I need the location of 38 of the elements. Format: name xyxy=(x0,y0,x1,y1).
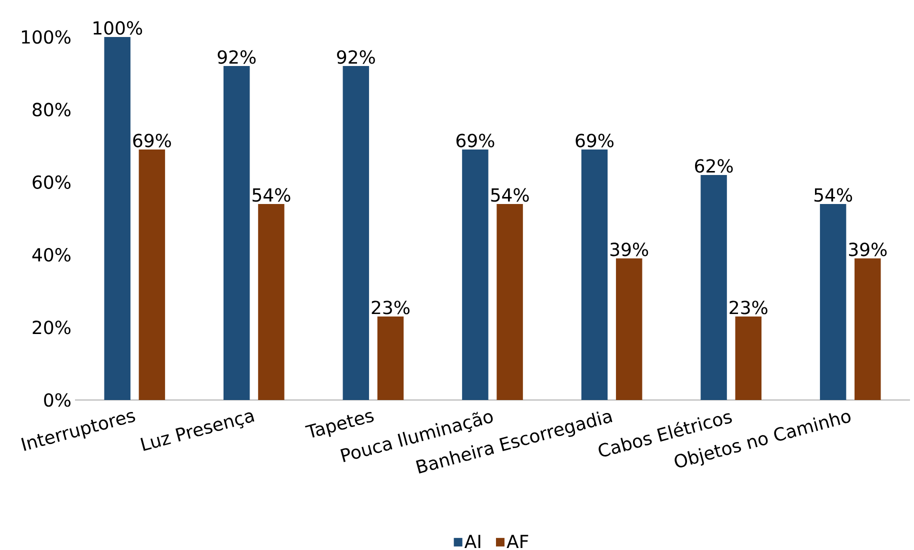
bar xyxy=(581,150,608,400)
bar xyxy=(224,66,250,400)
data-label: 92% xyxy=(337,50,375,64)
data-label: 62% xyxy=(695,159,733,173)
y-tick-label: 80% xyxy=(32,102,70,116)
data-label: 39% xyxy=(610,242,648,256)
bar xyxy=(377,316,404,400)
x-tick-label: Tapetes xyxy=(304,412,374,438)
data-label: 92% xyxy=(218,50,256,64)
data-label: 54% xyxy=(491,188,529,202)
data-label: 54% xyxy=(252,188,290,202)
x-tick-label: Luz Presença xyxy=(140,412,254,451)
bar xyxy=(342,66,370,400)
data-label: 69% xyxy=(133,134,171,148)
y-tick-label: 60% xyxy=(32,175,70,190)
y-tick-label: 0% xyxy=(44,393,70,407)
bar xyxy=(496,204,523,400)
y-tick-label: 20% xyxy=(32,320,70,334)
data-label: 54% xyxy=(814,188,852,202)
bar xyxy=(820,204,846,400)
y-tick-label: 100% xyxy=(22,30,70,44)
data-label: 23% xyxy=(730,300,768,314)
data-label: 100% xyxy=(94,21,142,35)
y-tick-label: 40% xyxy=(32,248,70,262)
bar xyxy=(138,150,166,400)
bar xyxy=(258,204,284,400)
data-label: 69% xyxy=(576,134,614,148)
data-label: 39% xyxy=(849,242,887,256)
data-label: 69% xyxy=(456,134,494,148)
bar xyxy=(735,316,762,400)
bar xyxy=(104,37,130,400)
bar xyxy=(854,258,881,400)
bar xyxy=(700,174,727,400)
bar xyxy=(462,150,488,400)
legend-label: AI xyxy=(464,534,480,548)
legend-label: AF xyxy=(506,534,528,548)
bar xyxy=(616,258,642,400)
data-label: 23% xyxy=(372,300,410,314)
